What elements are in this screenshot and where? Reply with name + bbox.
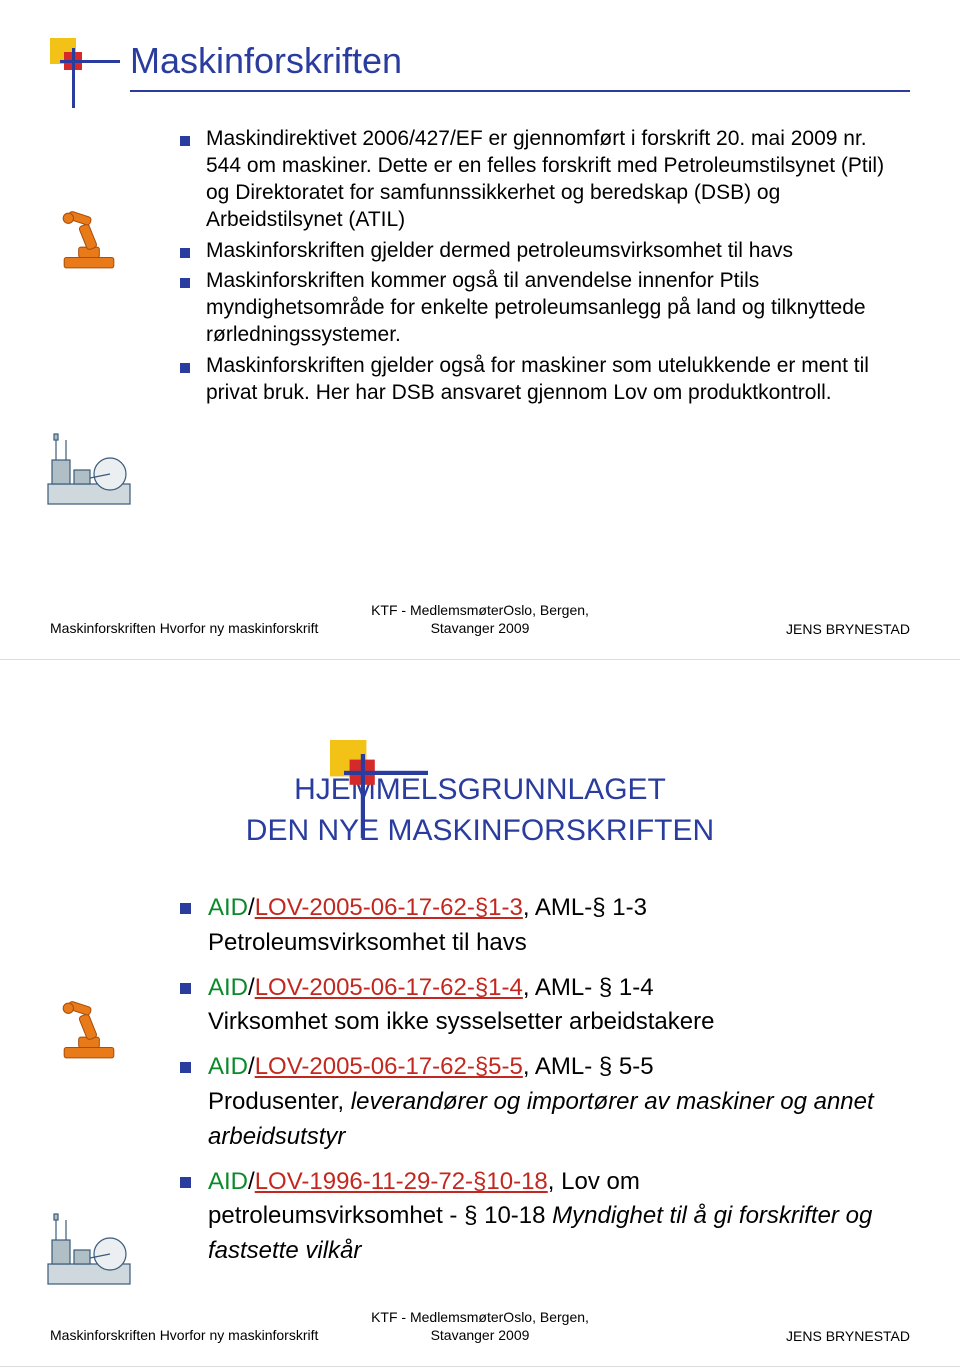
law-item: AID/LOV-2005-06-17-62-§1-4, AML- § 1-4 V…	[180, 971, 900, 1041]
bullet-item: Maskindirektivet 2006/427/EF er gjennomf…	[180, 126, 900, 234]
law-tail: , AML- § 5-5	[523, 1053, 654, 1080]
law-tail: , AML- § 1-4	[523, 974, 654, 1001]
center-title-line2: DEN NYE MASKINFORSKRIFTEN	[246, 814, 714, 847]
footer-right: JENS BRYNESTAD	[618, 621, 910, 637]
slide-title: Maskinforskriften	[130, 40, 910, 82]
slide-1: Maskinforskriften Maskindirektivet 2006/…	[0, 0, 960, 660]
robotic-arm-icon	[58, 210, 120, 272]
aid-sep: /	[248, 974, 255, 1001]
law-desc: Produsenter,	[208, 1088, 351, 1115]
law-desc: Virksomhet som ikke sysselsetter arbeids…	[208, 1008, 714, 1035]
aid-label: AID	[208, 1053, 248, 1080]
law-link[interactable]: LOV-2005-06-17-62-§1-4	[255, 974, 523, 1001]
law-item: AID/LOV-2005-06-17-62-§5-5, AML- § 5-5 P…	[180, 1050, 900, 1154]
aid-label: AID	[208, 1168, 248, 1195]
bullet-item: Maskinforskriften gjelder dermed petrole…	[180, 238, 900, 265]
law-desc: petroleumsvirksomhet - § 10-18	[208, 1202, 552, 1229]
slide-footer: Maskinforskriften Hvorfor ny maskinforsk…	[50, 1308, 910, 1344]
footer-right: JENS BRYNESTAD	[618, 1328, 910, 1344]
aid-label: AID	[208, 894, 248, 921]
aid-sep: /	[248, 894, 255, 921]
law-list: AID/LOV-2005-06-17-62-§1-3, AML-§ 1-3 Pe…	[180, 891, 900, 1269]
footer-left: Maskinforskriften Hvorfor ny maskinforsk…	[50, 1326, 342, 1344]
footer-left: Maskinforskriften Hvorfor ny maskinforsk…	[50, 619, 342, 637]
title-rule	[130, 90, 910, 92]
bullet-item: Maskinforskriften gjelder også for maski…	[180, 353, 900, 407]
center-title: HJEMMELSGRUNNLAGET DEN NYE MASKINFORSKRI…	[50, 770, 910, 851]
aid-sep: /	[248, 1168, 255, 1195]
aid-sep: /	[248, 1053, 255, 1080]
footer-center: KTF - MedlemsmøterOslo, Bergen, Stavange…	[342, 601, 617, 637]
slide-footer: Maskinforskriften Hvorfor ny maskinforsk…	[50, 601, 910, 637]
law-link[interactable]: LOV-2005-06-17-62-§5-5	[255, 1053, 523, 1080]
slide-2: HJEMMELSGRUNNLAGET DEN NYE MASKINFORSKRI…	[0, 660, 960, 1367]
robotic-arm-icon	[58, 1000, 120, 1062]
footer-center: KTF - MedlemsmøterOslo, Bergen, Stavange…	[342, 1308, 617, 1344]
law-item: AID/LOV-1996-11-29-72-§10-18, Lov om pet…	[180, 1165, 900, 1269]
steam-engine-icon	[44, 430, 134, 508]
law-item: AID/LOV-2005-06-17-62-§1-3, AML-§ 1-3 Pe…	[180, 891, 900, 961]
law-tail: , Lov om	[548, 1168, 640, 1195]
aid-label: AID	[208, 974, 248, 1001]
steam-engine-icon	[44, 1210, 134, 1288]
law-link[interactable]: LOV-2005-06-17-62-§1-3	[255, 894, 523, 921]
bullet-item: Maskinforskriften kommer også til anvend…	[180, 268, 900, 349]
law-link[interactable]: LOV-1996-11-29-72-§10-18	[255, 1168, 548, 1195]
law-tail: , AML-§ 1-3	[523, 894, 647, 921]
law-desc: Petroleumsvirksomhet til havs	[208, 929, 527, 956]
bullet-list: Maskindirektivet 2006/427/EF er gjennomf…	[180, 126, 900, 407]
